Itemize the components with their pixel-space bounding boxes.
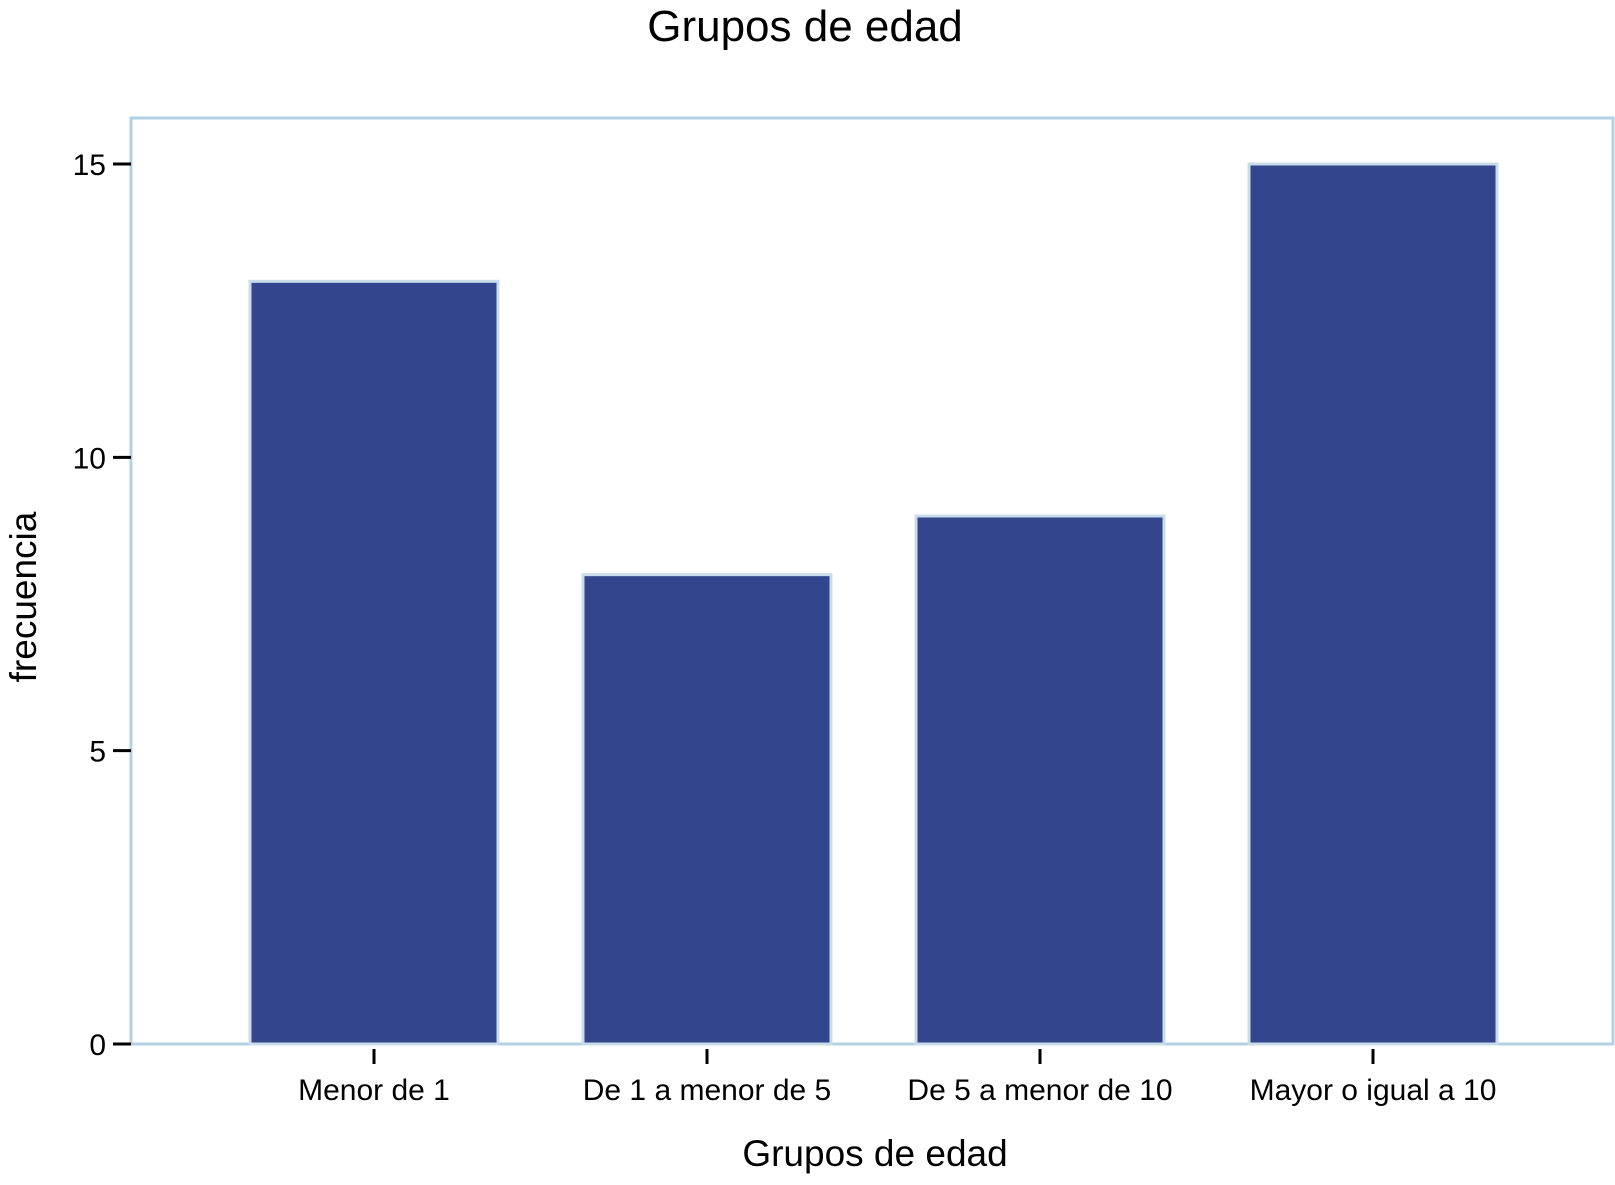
y-axis-label: frecuencia [3, 511, 44, 682]
bar-4 [1247, 162, 1499, 1046]
bar-3 [914, 514, 1166, 1046]
x-tick-label-3: De 5 a menor de 10 [907, 1074, 1172, 1107]
x-tick-label-4: Mayor o igual a 10 [1250, 1074, 1497, 1107]
x-axis-label: Grupos de edad [742, 1133, 1007, 1174]
y-tick-label-1: 0 [89, 1029, 106, 1062]
y-axis: 0 5 10 15 [73, 149, 131, 1062]
chart-title: Grupos de edad [647, 2, 963, 51]
y-tick-label-3: 10 [73, 442, 106, 475]
bars-group [248, 162, 1499, 1046]
y-tick-label-2: 5 [89, 736, 106, 769]
bar-1 [248, 279, 500, 1046]
y-tick-label-4: 15 [73, 149, 106, 182]
bar-2 [581, 573, 833, 1046]
x-axis: Menor de 1 De 1 a menor de 5 De 5 a menor … [298, 1049, 1496, 1107]
x-tick-label-2: De 1 a menor de 5 [583, 1074, 831, 1107]
x-tick-label-1: Menor de 1 [298, 1074, 450, 1107]
